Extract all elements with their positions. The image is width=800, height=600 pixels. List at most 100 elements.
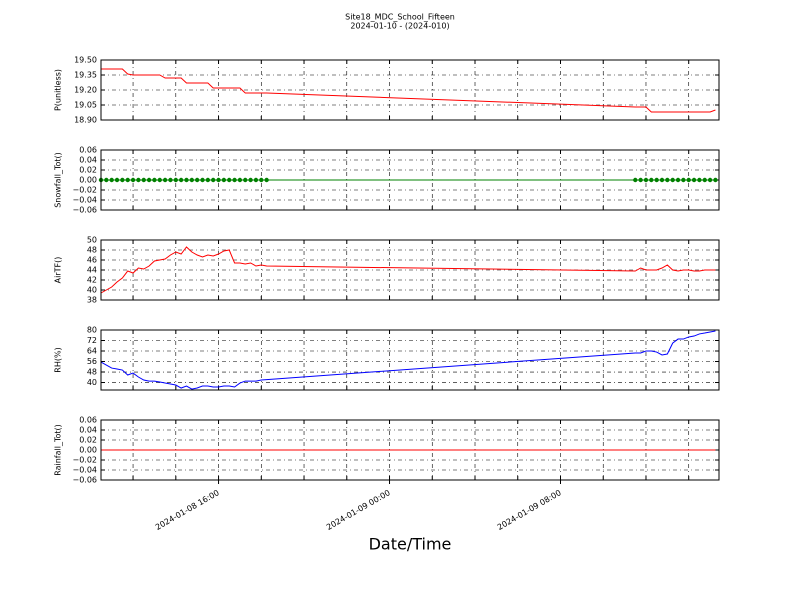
data-point [221, 177, 227, 183]
y-tick-label: −0.06 [72, 476, 97, 485]
data-point [200, 177, 205, 183]
data-line [100, 330, 716, 390]
x-tick-label: 2024-01-09 00:00 [325, 488, 392, 532]
data-point [643, 177, 649, 183]
data-point [654, 177, 659, 183]
x-tick-label: 2024-01-09 08:00 [496, 488, 563, 532]
plot-frame [100, 419, 720, 481]
y-tick-label: 19.50 [74, 56, 97, 65]
data-point [707, 177, 713, 183]
y-axis-label: P(unitless) [54, 69, 63, 111]
data-point [659, 177, 665, 183]
data-point [205, 177, 211, 183]
data-point [253, 177, 259, 183]
y-tick-label: 44 [87, 266, 97, 275]
data-point [184, 177, 189, 183]
data-point [713, 177, 718, 183]
y-axis-label: Snowfall_Tot() [54, 152, 63, 208]
y-tick-label: −0.04 [72, 466, 97, 475]
data-point [120, 177, 125, 183]
y-tick-label: 72 [87, 336, 97, 345]
y-axis-label: RH(%) [54, 347, 63, 372]
data-point [114, 177, 120, 183]
y-tick-label: 0.02 [79, 166, 97, 175]
y-tick-label: 0.04 [79, 156, 97, 165]
data-point [675, 177, 681, 183]
y-tick-label: 46 [87, 256, 97, 265]
data-point [130, 177, 136, 183]
y-tick-label: 40 [87, 378, 97, 387]
y-tick-label: 38 [87, 296, 97, 305]
data-point [697, 177, 702, 183]
y-tick-label: 0.02 [79, 436, 97, 445]
data-point [665, 177, 670, 183]
data-point [168, 177, 173, 183]
y-tick-label: 48 [87, 368, 97, 377]
data-point [152, 177, 157, 183]
y-tick-label: −0.04 [72, 196, 97, 205]
data-point [686, 177, 691, 183]
y-tick-label: 40 [87, 286, 97, 295]
plot-frame [100, 149, 720, 211]
y-tick-label: 19.05 [74, 101, 97, 110]
data-point [702, 177, 707, 183]
data-point [670, 177, 675, 183]
data-point [146, 177, 152, 183]
data-point [194, 177, 200, 183]
chart-title: Site18_MDC_School_Fifteen [345, 13, 455, 22]
data-point [178, 177, 184, 183]
data-point [248, 177, 253, 183]
data-line [101, 68, 716, 113]
data-point [162, 177, 168, 183]
data-point [125, 177, 130, 183]
y-axis-label: AirTF() [54, 257, 63, 284]
data-point [173, 177, 179, 183]
y-tick-label: 80 [87, 326, 97, 335]
data-point [227, 177, 232, 183]
y-tick-label: 0.00 [79, 176, 97, 185]
data-point [237, 177, 243, 183]
data-point [109, 177, 114, 183]
data-point [638, 177, 643, 183]
y-tick-label: 0.06 [79, 146, 97, 155]
y-tick-label: 0.04 [79, 426, 97, 435]
x-tick-label: 2024-01-08 16:00 [154, 488, 221, 532]
data-point [157, 177, 162, 183]
data-point [136, 177, 141, 183]
data-point [232, 177, 237, 183]
data-point [691, 177, 697, 183]
data-point [211, 177, 216, 183]
data-point [189, 177, 195, 183]
y-tick-label: 48 [87, 246, 97, 255]
y-tick-label: 64 [87, 347, 97, 356]
y-tick-label: 18.90 [74, 116, 97, 125]
data-point [633, 177, 638, 183]
y-tick-label: 50 [87, 236, 97, 245]
y-tick-label: 19.20 [74, 86, 97, 95]
data-point [216, 177, 221, 183]
y-tick-label: 42 [87, 276, 97, 285]
y-tick-label: 0.06 [79, 416, 97, 425]
plot-frame [100, 239, 720, 301]
y-tick-label: −0.02 [72, 456, 97, 465]
y-tick-label: 56 [87, 357, 97, 366]
plot-frame [100, 329, 720, 391]
data-point [243, 177, 248, 183]
data-point [264, 177, 269, 183]
y-tick-label: 0.00 [79, 446, 97, 455]
chart-subtitle: 2024-01-10 - (2024-010) [350, 22, 449, 31]
y-tick-label: 19.35 [74, 71, 97, 80]
data-point [104, 177, 109, 183]
y-tick-label: −0.06 [72, 206, 97, 215]
x-axis-label: Date/Time [369, 535, 452, 554]
data-point [681, 177, 686, 183]
plot-frame [100, 59, 720, 121]
y-axis-label: Rainfall_Tot() [54, 424, 63, 476]
data-point [259, 177, 264, 183]
data-point [141, 177, 146, 183]
y-tick-label: −0.02 [72, 186, 97, 195]
data-line [100, 246, 716, 294]
data-point [649, 177, 654, 183]
